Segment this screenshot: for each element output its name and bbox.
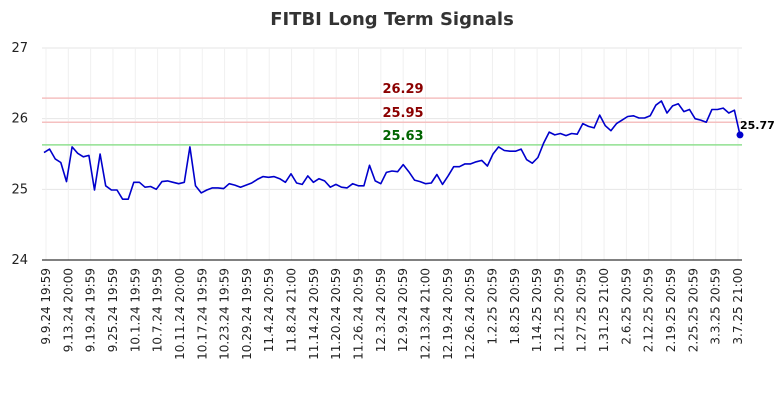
last-point-marker [736,131,744,139]
x-tick-label: 11.4.24 20:59 [262,268,276,352]
x-tick-label: 1.2.25 20:59 [485,268,499,345]
x-tick-label: 2.25.25 20:59 [686,268,700,352]
x-tick-label: 12.3.24 20:59 [374,268,388,352]
price-series [43,100,744,200]
y-tick-label: 25 [11,182,28,197]
x-tick-label: 1.31.25 21:00 [597,268,611,352]
x-tick-label: 11.26.24 20:59 [352,268,366,360]
x-tick-label: 2.6.25 20:59 [619,268,633,345]
x-tick-label: 2.19.25 20:59 [664,268,678,352]
x-tick-label: 11.8.24 21:00 [285,268,299,352]
x-tick-label: 9.25.24 19:59 [106,268,120,352]
x-tick-label: 9.9.24 19:59 [39,268,53,345]
level-label: 25.95 [382,106,423,121]
x-tick-label: 10.1.24 19:59 [128,268,142,352]
x-tick-label: 3.7.25 21:00 [731,268,745,345]
grid [42,47,742,261]
x-tick-label: 10.29.24 19:59 [240,268,254,360]
y-tick-label: 24 [11,253,28,268]
chart-title: FITBI Long Term Signals [270,9,514,30]
y-tick-label: 27 [11,41,28,56]
x-tick-label: 1.21.25 20:59 [552,268,566,352]
x-tick-label: 10.7.24 19:59 [151,268,165,352]
x-tick-label: 9.13.24 20:00 [61,268,75,352]
signal-levels [42,97,742,146]
level-label: 25.63 [382,129,423,144]
x-tick-label: 10.23.24 19:59 [218,268,232,360]
x-tick-label: 2.12.25 20:59 [642,268,656,352]
x-tick-label: 1.8.25 20:59 [508,268,522,345]
x-tick-label: 12.9.24 20:59 [396,268,410,352]
x-tick-label: 10.11.24 20:00 [173,268,187,360]
x-tick-label: 1.14.25 20:59 [530,268,544,352]
x-tick-label: 9.19.24 19:59 [84,268,98,352]
x-tick-label: 1.27.25 20:59 [575,268,589,352]
x-tick-label: 3.3.25 20:59 [709,268,723,345]
x-tick-label: 12.19.24 20:59 [441,268,455,360]
price-line [43,100,741,200]
x-tick-label: 10.17.24 19:59 [195,268,209,360]
last-value-label: 25.77 [740,119,775,132]
x-tick-label: 11.20.24 20:59 [329,268,343,360]
y-tick-label: 26 [11,112,28,127]
labels: 26.29 25.95 25.63 25.77 [382,82,774,144]
x-tick-label: 12.26.24 20:59 [463,268,477,360]
level-label: 26.29 [382,82,423,97]
x-tick-label: 11.14.24 20:59 [307,268,321,360]
x-tick-label: 12.13.24 21:00 [418,268,432,360]
axes: 24 25 26 27 9.9.24 19:59 9.13.24 20:00 9.19.24… [11,41,745,360]
